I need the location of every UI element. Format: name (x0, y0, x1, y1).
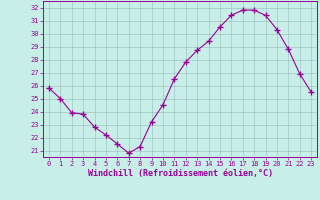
X-axis label: Windchill (Refroidissement éolien,°C): Windchill (Refroidissement éolien,°C) (87, 169, 273, 178)
